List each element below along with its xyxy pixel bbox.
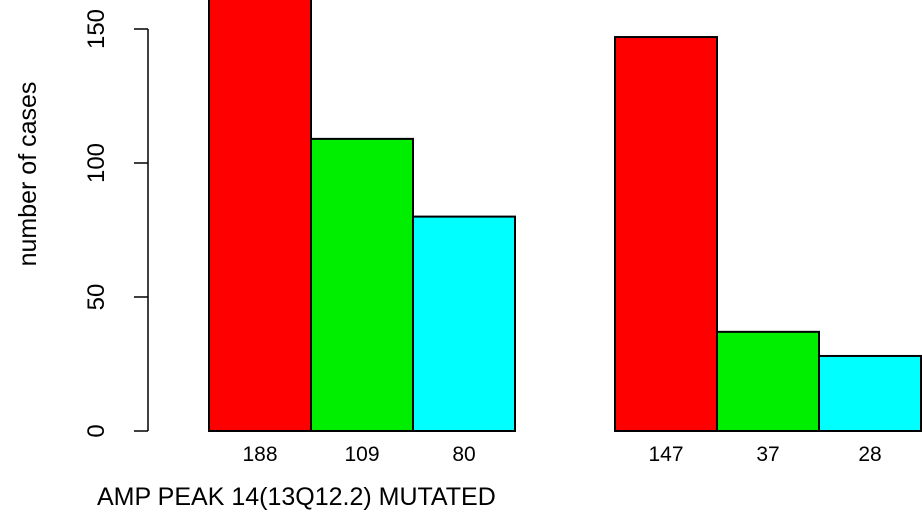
bar-1-1 (208, 0, 312, 432)
bar-2-1 (614, 36, 718, 432)
bars-layer (208, 0, 922, 432)
y-tick-label-100: 100 (83, 143, 110, 183)
y-axis: 0 50 100 150 (83, 9, 149, 438)
x-axis-title: AMP PEAK 14(13Q12.2) MUTATED (97, 483, 496, 511)
bar-2-2 (716, 330, 820, 432)
x-tick-labels: 188 109 80 147 37 28 (242, 443, 881, 466)
y-tick-label-50: 50 (83, 284, 110, 311)
bar-label-1-2: 109 (344, 443, 379, 466)
y-tick-label-0: 0 (83, 424, 110, 437)
bar-label-1-1: 188 (242, 443, 277, 466)
bar-label-2-3: 28 (858, 443, 881, 466)
bar-2-3 (818, 354, 922, 432)
y-tick-label-150: 150 (83, 9, 110, 49)
bar-1-2 (310, 137, 414, 432)
bar-label-1-3: 80 (452, 443, 475, 466)
bar-label-2-2: 37 (756, 443, 779, 466)
bar-1-3 (412, 215, 516, 432)
y-axis-title: number of cases (14, 82, 42, 267)
bar-label-2-1: 147 (648, 443, 683, 466)
